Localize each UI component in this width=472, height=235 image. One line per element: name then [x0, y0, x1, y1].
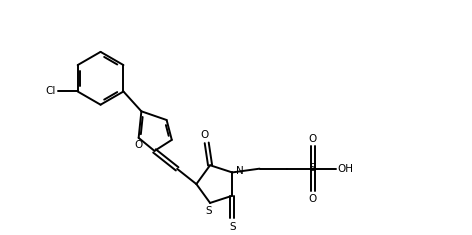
Text: S: S: [229, 222, 236, 232]
Text: O: O: [309, 134, 317, 144]
Text: Cl: Cl: [46, 86, 56, 97]
Text: S: S: [310, 163, 316, 173]
Text: S: S: [206, 206, 212, 216]
Text: OH: OH: [337, 164, 353, 174]
Text: N: N: [236, 166, 243, 176]
Text: O: O: [201, 130, 209, 141]
Text: O: O: [135, 140, 143, 150]
Text: O: O: [309, 194, 317, 204]
